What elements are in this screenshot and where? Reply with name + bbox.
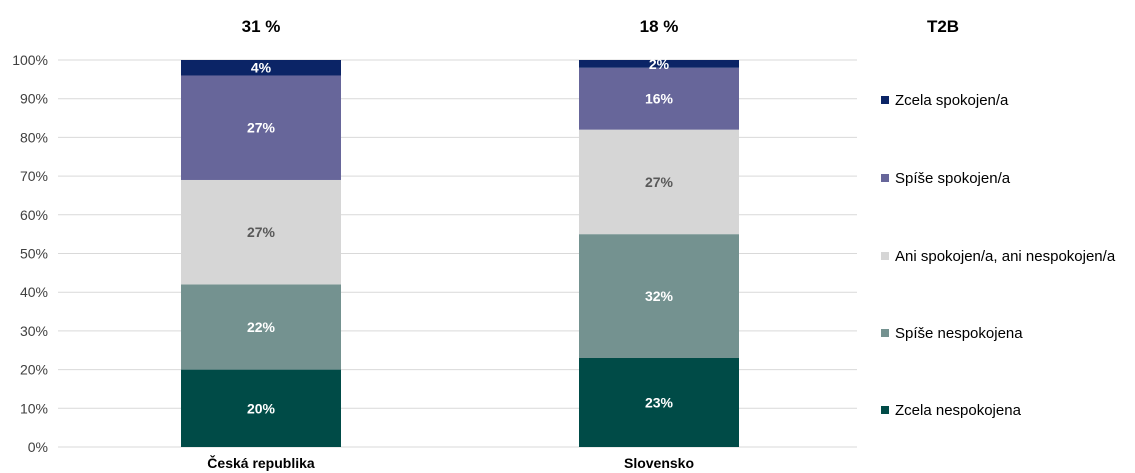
y-tick-label: 0% bbox=[28, 439, 48, 455]
data-label: 32% bbox=[645, 288, 674, 304]
data-label: 4% bbox=[251, 60, 272, 76]
data-label: 27% bbox=[247, 224, 276, 240]
bar-segment bbox=[181, 179, 341, 285]
data-labels: 20% 22% 27% 27% 4% 23% 32% 27% 16% 2% bbox=[247, 56, 674, 416]
y-tick-label: 100% bbox=[12, 52, 48, 68]
y-tick-label: 40% bbox=[20, 284, 48, 300]
category-labels: Česká republika Slovensko bbox=[207, 454, 694, 471]
legend-label: Spíše nespokojena bbox=[895, 325, 1023, 342]
bar-segment bbox=[181, 369, 341, 447]
legend-label: Spíše spokojen/a bbox=[895, 170, 1011, 187]
data-label: 16% bbox=[645, 91, 674, 107]
y-axis-ticks: 0% 10% 20% 30% 40% 50% 60% 70% 80% 90% 100% bbox=[12, 52, 48, 455]
y-tick-label: 70% bbox=[20, 168, 48, 184]
y-tick-label: 30% bbox=[20, 323, 48, 339]
category-label: Slovensko bbox=[624, 455, 694, 471]
data-label: 2% bbox=[649, 56, 670, 72]
legend-label: Zcela spokojen/a bbox=[895, 92, 1009, 109]
y-tick-label: 10% bbox=[20, 400, 48, 416]
data-label: 22% bbox=[247, 319, 276, 335]
legend-swatch bbox=[881, 329, 889, 337]
data-label: 27% bbox=[645, 174, 674, 190]
data-label: 23% bbox=[645, 394, 674, 410]
bar-segment bbox=[181, 75, 341, 180]
bar-segment bbox=[579, 60, 739, 68]
bar-segment bbox=[579, 357, 739, 447]
legend-swatch bbox=[881, 96, 889, 104]
legend-label: Ani spokojen/a, ani nespokojen/a bbox=[895, 248, 1116, 265]
category-label: Česká republika bbox=[207, 454, 315, 471]
legend-swatch bbox=[881, 406, 889, 414]
bar-segment bbox=[181, 60, 341, 76]
y-tick-label: 50% bbox=[20, 246, 48, 262]
top-label: 31 % bbox=[242, 17, 281, 36]
legend: Zcela spokojen/a Spíše spokojen/a Ani spok… bbox=[881, 92, 1116, 419]
legend-swatch bbox=[881, 174, 889, 182]
y-tick-label: 60% bbox=[20, 207, 48, 223]
y-tick-label: 90% bbox=[20, 91, 48, 107]
y-tick-label: 80% bbox=[20, 129, 48, 145]
bar-segment bbox=[579, 234, 739, 358]
legend-label: Zcela nespokojena bbox=[895, 402, 1022, 419]
data-label: 20% bbox=[247, 400, 276, 416]
bar-segment bbox=[579, 129, 739, 235]
bar-segment bbox=[579, 67, 739, 130]
bars bbox=[181, 60, 739, 447]
bar-segment bbox=[181, 284, 341, 370]
t2b-label: T2B bbox=[927, 17, 959, 36]
y-tick-label: 20% bbox=[20, 362, 48, 378]
legend-swatch bbox=[881, 252, 889, 260]
top-label: 18 % bbox=[640, 17, 679, 36]
top-labels: 31 % 18 % T2B bbox=[242, 17, 959, 36]
data-label: 27% bbox=[247, 120, 276, 136]
